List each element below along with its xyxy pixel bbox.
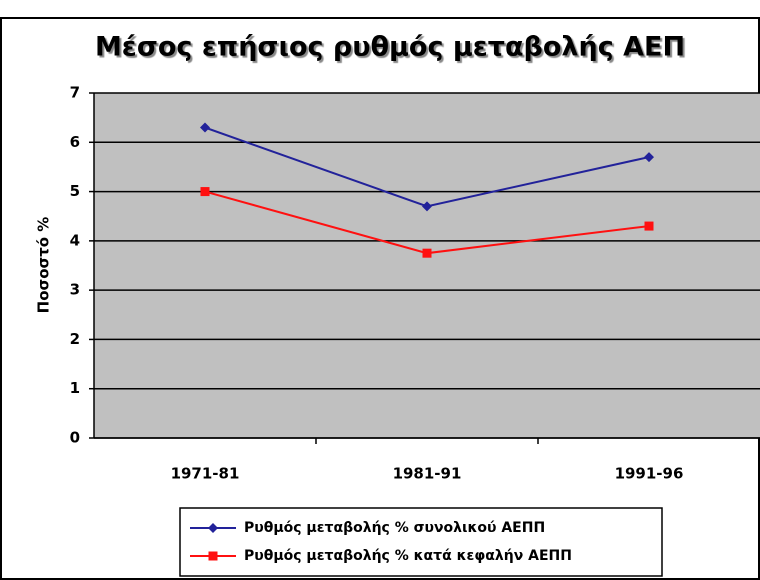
- y-tick-label: 2: [70, 330, 80, 348]
- x-tick-label: 1971-81: [171, 465, 240, 483]
- data-point: [422, 248, 432, 258]
- y-tick-label: 0: [70, 429, 80, 447]
- y-tick-label: 6: [70, 133, 80, 151]
- legend-label: Ρυθμός μεταβολής % συνολικού ΑΕΠΠ: [244, 520, 545, 536]
- y-tick-label: 1: [70, 379, 80, 397]
- x-tick-label: 1981-91: [393, 465, 462, 483]
- data-point: [200, 187, 210, 197]
- y-tick-label: 4: [70, 231, 80, 249]
- data-point: [644, 152, 654, 163]
- data-point: [422, 201, 432, 212]
- legend-marker: [208, 523, 218, 533]
- legend-marker: [208, 551, 218, 561]
- x-tick-label: 1991-96: [615, 465, 684, 483]
- y-tick-label: 3: [70, 281, 80, 299]
- y-tick-label: 7: [70, 84, 80, 102]
- data-point: [200, 122, 210, 133]
- chart-title: Μέσος επήσιος ρυθμός μεταβολής ΑΕΠ: [95, 32, 685, 63]
- y-axis-label: Ποσοστό %: [35, 217, 53, 314]
- legend-label: Ρυθμός μεταβολής % κατά κεφαλήν ΑΕΠΠ: [244, 548, 572, 564]
- y-tick-label: 5: [70, 182, 80, 200]
- data-point: [644, 221, 654, 231]
- legend: [179, 507, 663, 577]
- plot-area: [94, 93, 760, 438]
